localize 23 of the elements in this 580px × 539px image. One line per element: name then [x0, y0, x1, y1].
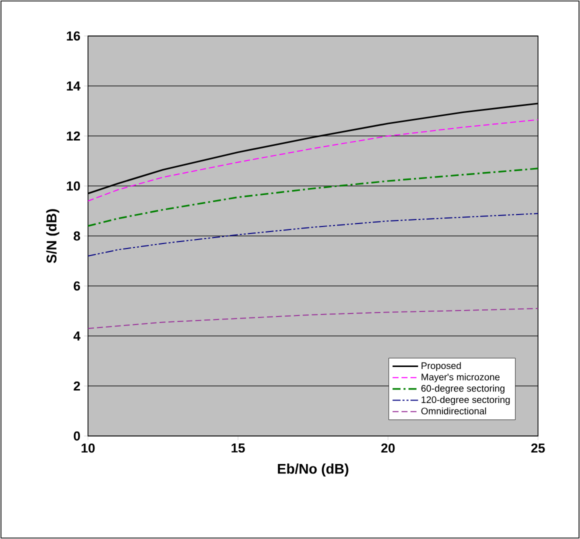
y-tick-label: 14 [66, 82, 80, 90]
legend-label: 120-degree sectoring [422, 396, 510, 405]
y-tick-label: 2 [74, 381, 80, 391]
legend-label: 60-degree sectoring [421, 384, 504, 394]
y-tick-label: 0 [74, 431, 80, 441]
y-axis-title: S/N (dB) [46, 209, 60, 264]
x-axis-title: Eb/No (dB) [278, 464, 348, 477]
x-tick-label: 15 [232, 444, 245, 453]
y-tick-label: 4 [73, 332, 80, 340]
line-series [88, 212, 538, 256]
x-tick-label: 20 [381, 444, 395, 453]
line-series [88, 168, 538, 227]
y-tick-label: 12 [66, 131, 80, 141]
legend-label: Proposed [422, 362, 461, 371]
y-tick-label: 8 [74, 231, 80, 241]
line-series [88, 119, 538, 202]
legend-label: Mayer's microzone [422, 373, 500, 382]
legend-label: Omnidirectional [421, 407, 486, 414]
y-tick-label: 16 [66, 31, 80, 41]
x-tick-label: 10 [82, 444, 95, 453]
x-tick-label: 25 [531, 444, 545, 453]
y-tick-label: 6 [74, 281, 80, 291]
y-tick-label: 10 [66, 181, 80, 191]
